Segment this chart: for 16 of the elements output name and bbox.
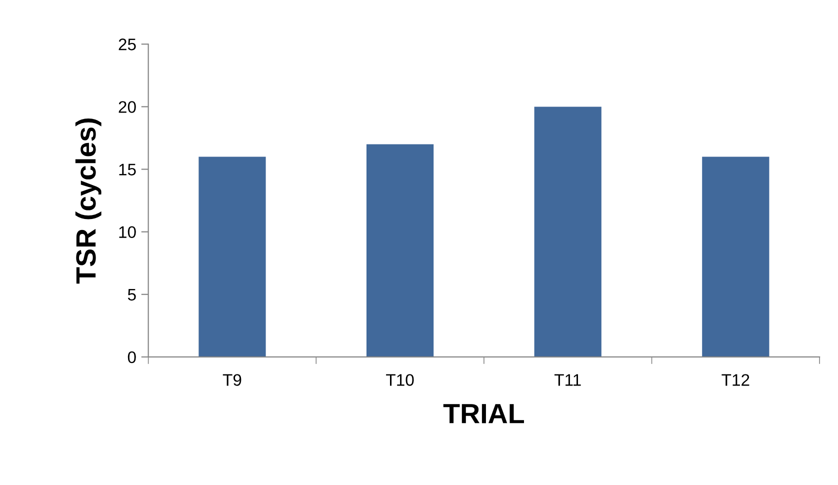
y-axis-title: TSR (cycles) bbox=[75, 118, 102, 284]
y-tick-label: 10 bbox=[119, 226, 136, 238]
y-tick-label: 0 bbox=[128, 351, 136, 364]
y-tick-label: 20 bbox=[118, 101, 136, 113]
bar bbox=[198, 156, 266, 357]
x-axis-title: TRIAL bbox=[443, 404, 524, 424]
bar bbox=[702, 156, 770, 357]
x-tick-label: T12 bbox=[722, 374, 750, 386]
y-tick-label: 15 bbox=[119, 164, 136, 176]
bar bbox=[366, 144, 434, 357]
x-tick-label: T11 bbox=[554, 374, 581, 386]
x-tick-label: T9 bbox=[222, 374, 242, 386]
y-tick-label: 25 bbox=[118, 38, 136, 50]
bar bbox=[534, 106, 602, 357]
y-tick-label: 5 bbox=[128, 288, 136, 301]
x-tick-label: T10 bbox=[386, 374, 414, 386]
